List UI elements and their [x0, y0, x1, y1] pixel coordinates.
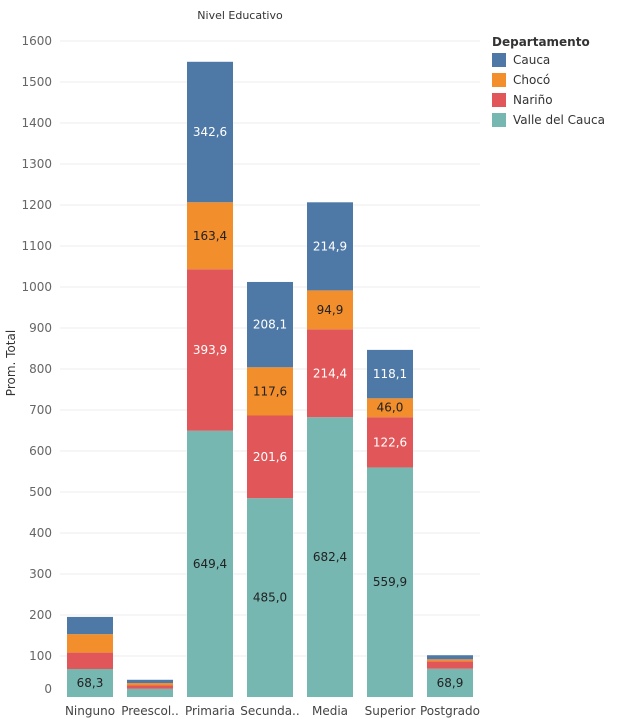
chart-title: Nivel Educativo [197, 9, 283, 22]
bar-segment [427, 659, 473, 662]
legend-swatch [492, 53, 506, 67]
bar-segment [367, 398, 413, 418]
bar-segment [127, 679, 173, 684]
bar-segment [367, 467, 413, 697]
y-axis-label: Prom. Total [4, 330, 18, 396]
y-tick-label: 900 [29, 321, 52, 335]
data-label: 214,4 [313, 366, 347, 380]
legend-title: Departamento [492, 35, 590, 49]
data-label: 117,6 [253, 384, 287, 398]
bar-segment [247, 498, 293, 697]
bar-segment [187, 269, 233, 431]
data-label: 163,4 [193, 229, 227, 243]
y-tick-label: 1200 [21, 198, 52, 212]
x-tick-label: Secunda.. [240, 704, 299, 718]
bar-segment [307, 417, 353, 697]
data-labels: 68,3 649,4 393,9 163,4 342,6 485,0 201,6 117,6 2… [77, 125, 464, 690]
y-tick-label: 100 [29, 649, 52, 663]
x-tick-label: Ninguno [65, 704, 115, 718]
legend-swatch [492, 73, 506, 87]
bar-segment [247, 415, 293, 499]
bar-segment [247, 367, 293, 416]
data-label: 68,9 [437, 676, 464, 690]
y-tick-label: 600 [29, 444, 52, 458]
bar-segment [307, 202, 353, 291]
y-tick-label: 500 [29, 485, 52, 499]
legend: Departamento Cauca Chocó Nariño Valle del C… [492, 35, 605, 127]
y-tick-label: 700 [29, 403, 52, 417]
y-tick-label: 800 [29, 362, 52, 376]
y-tick-label: 1500 [21, 75, 52, 89]
bar-segment [67, 668, 113, 697]
bar-segment [127, 683, 173, 686]
bar-segment [67, 634, 113, 653]
data-label: 118,1 [373, 367, 407, 381]
y-tick-label: 1000 [21, 280, 52, 294]
bar-segment [307, 329, 353, 418]
bar-segment [187, 202, 233, 270]
x-tick-label: Superior [365, 704, 416, 718]
data-label: 682,4 [313, 550, 347, 564]
legend-entry: Chocó [513, 73, 550, 87]
data-label: 94,9 [317, 303, 344, 317]
bars [67, 61, 473, 697]
x-tick-label: Postgrado [420, 704, 480, 718]
data-label: 201,6 [253, 450, 287, 464]
y-tick-label: 400 [29, 526, 52, 540]
data-label: 393,9 [193, 343, 227, 357]
legend-entry: Valle del Cauca [513, 113, 605, 127]
legend-swatch [492, 113, 506, 127]
data-label: 559,9 [373, 575, 407, 589]
y-tick-label: 1300 [21, 157, 52, 171]
x-tick-label: Primaria [185, 704, 235, 718]
y-tick-label: 1600 [21, 34, 52, 48]
bar-segment [427, 655, 473, 660]
y-tick-label: 200 [29, 608, 52, 622]
x-axis-ticks: Ninguno Preescol.. Primaria Secunda.. Media S… [65, 704, 480, 718]
x-tick-label: Media [312, 704, 348, 718]
legend-swatch [492, 93, 506, 107]
data-label: 68,3 [77, 676, 104, 690]
legend-entry: Nariño [513, 93, 553, 107]
bar-segment [427, 661, 473, 669]
data-label: 485,0 [253, 591, 287, 605]
y-tick-label: 1100 [21, 239, 52, 253]
data-label: 342,6 [193, 125, 227, 139]
bar-segment [127, 685, 173, 689]
data-label: 649,4 [193, 557, 227, 571]
data-label: 122,6 [373, 435, 407, 449]
bar-segment [367, 349, 413, 399]
bar-segment [187, 430, 233, 697]
legend-entry: Cauca [513, 53, 550, 67]
data-label: 208,1 [253, 318, 287, 332]
bar-segment [367, 417, 413, 468]
bar-segment [307, 290, 353, 330]
bar-segment [127, 688, 173, 697]
bar-segment [67, 616, 113, 635]
data-label: 46,0 [377, 401, 404, 415]
bar-segment [187, 61, 233, 203]
y-tick-label: 0 [44, 682, 52, 696]
y-tick-label: 300 [29, 567, 52, 581]
data-label: 214,9 [313, 239, 347, 253]
bar-segment [427, 668, 473, 697]
x-tick-label: Preescol.. [121, 704, 179, 718]
bar-segment [67, 652, 113, 669]
y-axis-ticks: 0 100 200 300 400 500 600 700 800 900 1000 1100 1200… [21, 34, 52, 696]
y-tick-label: 1400 [21, 116, 52, 130]
bar-segment [247, 281, 293, 368]
